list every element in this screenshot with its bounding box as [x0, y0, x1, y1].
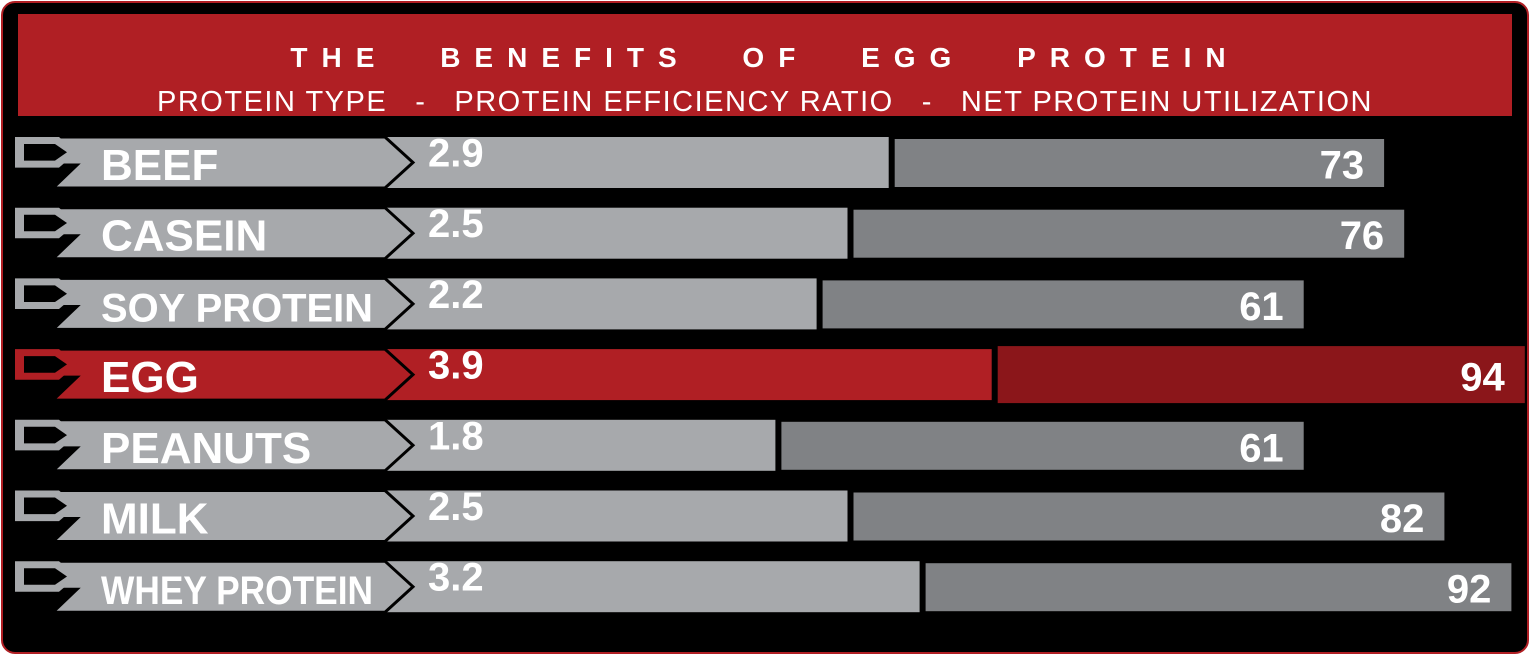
row-peanuts: PEANUTS 1.8 61 — [13, 414, 1304, 473]
arrow-icon — [24, 497, 67, 515]
row-soy-protein: SOY PROTEIN 2.2 61 — [13, 273, 1304, 331]
npu-value-label: 82 — [1380, 497, 1425, 541]
per-value-label: 2.2 — [428, 273, 484, 317]
per-value-label: 1.8 — [428, 414, 484, 458]
label-arrow — [13, 489, 416, 543]
per-value-label: 2.9 — [428, 132, 484, 176]
column-header-type: PROTEIN TYPE — [157, 86, 388, 118]
category-label: WHEY PROTEIN — [101, 569, 373, 613]
arrow-icon — [24, 568, 67, 585]
npu-value-label: 94 — [1460, 356, 1505, 400]
row-casein: CASEIN 2.5 76 — [13, 202, 1405, 261]
arrow-icon — [24, 356, 67, 373]
row-whey-protein: WHEY PROTEIN 3.2 92 — [13, 556, 1512, 614]
npu-bar — [853, 209, 1405, 258]
per-bar — [380, 278, 817, 330]
separator: - — [415, 86, 427, 118]
per-value-label: 2.5 — [428, 485, 484, 529]
chart-title: THE BENEFITS OF EGG PROTEIN — [290, 42, 1240, 73]
row-milk: MILK 2.5 82 — [13, 485, 1445, 544]
npu-bar — [997, 346, 1525, 404]
npu-value-label: 73 — [1320, 144, 1365, 188]
column-headers: PROTEIN TYPE - PROTEIN EFFICIENCY RATIO - NE… — [18, 86, 1512, 119]
per-value-label: 3.2 — [428, 556, 484, 600]
column-header-per: PROTEIN EFFICIENCY RATIO — [454, 86, 894, 118]
npu-bar — [853, 492, 1445, 541]
per-bar — [380, 419, 776, 471]
column-header-npu: NET PROTEIN UTILIZATION — [960, 86, 1373, 118]
row-egg: EGG 3.9 94 — [13, 344, 1525, 404]
npu-bar — [925, 563, 1512, 612]
npu-value-label: 76 — [1340, 214, 1385, 258]
arrow-icon — [24, 144, 67, 161]
row-beef: BEEF 2.9 73 — [13, 132, 1385, 190]
npu-value-label: 92 — [1447, 568, 1492, 612]
arrow-icon — [24, 214, 67, 232]
category-label: CASEIN — [101, 212, 267, 261]
label-arrow — [13, 347, 416, 402]
per-bar — [380, 561, 920, 613]
category-label: BEEF — [101, 141, 218, 190]
separator: - — [921, 86, 933, 118]
per-bar — [380, 349, 992, 401]
category-label: SOY PROTEIN — [101, 286, 373, 330]
arrow-icon — [24, 426, 67, 444]
npu-bar — [822, 280, 1304, 329]
per-bar — [380, 207, 848, 259]
per-value-label: 3.9 — [428, 344, 484, 388]
category-label: EGG — [101, 353, 199, 402]
per-value-label: 2.5 — [428, 202, 484, 246]
per-bar — [380, 137, 889, 188]
npu-bar — [894, 139, 1385, 187]
npu-bar — [781, 421, 1304, 470]
npu-value-label: 61 — [1239, 285, 1284, 329]
header: THE BENEFITS OF EGG PROTEIN PROTEIN TYPE… — [18, 14, 1512, 119]
category-label: MILK — [101, 495, 209, 544]
arrow-icon — [24, 285, 67, 302]
per-bar — [380, 490, 848, 542]
category-label: PEANUTS — [101, 424, 311, 473]
npu-value-label: 61 — [1239, 426, 1284, 470]
